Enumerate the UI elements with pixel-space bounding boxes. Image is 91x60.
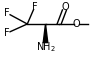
Text: O: O — [62, 2, 69, 12]
Text: O: O — [73, 19, 80, 29]
Text: F: F — [32, 2, 37, 12]
Text: F: F — [4, 28, 10, 38]
Text: NH$_2$: NH$_2$ — [36, 40, 55, 54]
Polygon shape — [43, 24, 48, 43]
Text: F: F — [4, 8, 10, 18]
